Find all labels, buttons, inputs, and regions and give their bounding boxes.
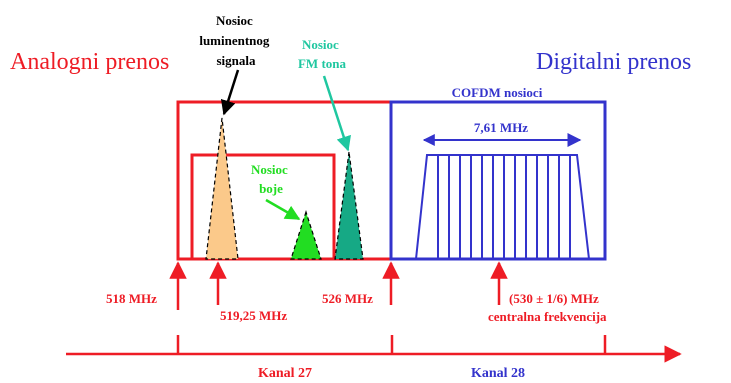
fm-carrier-label: Nosioc FM tona [298, 37, 347, 71]
f526-label: 526 MHz [322, 291, 373, 306]
digital-title: Digitalni prenos [536, 49, 691, 75]
digital-channel-box [389, 100, 607, 261]
color-carrier-peak [290, 210, 322, 260]
color-carrier-pointer [265, 198, 301, 221]
center-freq-value: (530 ± 1/6) MHz [509, 291, 599, 306]
cofdm-spectrum [415, 154, 590, 260]
fm-carrier-peak [334, 151, 364, 260]
f518-label: 518 MHz [106, 291, 157, 306]
color-carrier-label: Nosioc boje [251, 162, 291, 196]
analog-title: Analogni prenos [10, 49, 169, 75]
vision-band-box [190, 153, 336, 261]
luma-carrier-pointer [220, 69, 240, 116]
fm-carrier-pointer [322, 75, 351, 152]
channel-28-label: Kanal 28 [471, 366, 525, 381]
luma-carrier-peak [205, 117, 239, 260]
f519-label: 519,25 MHz [220, 308, 287, 323]
bandwidth-label: 7,61 MHz [474, 120, 528, 135]
channel-27-label: Kanal 27 [258, 366, 312, 381]
cofdm-label: COFDM nosioci [452, 85, 543, 100]
luma-carrier-label: Nosioc luminentnog signala [199, 13, 272, 68]
center-freq-label: centralna frekvencija [488, 309, 607, 324]
